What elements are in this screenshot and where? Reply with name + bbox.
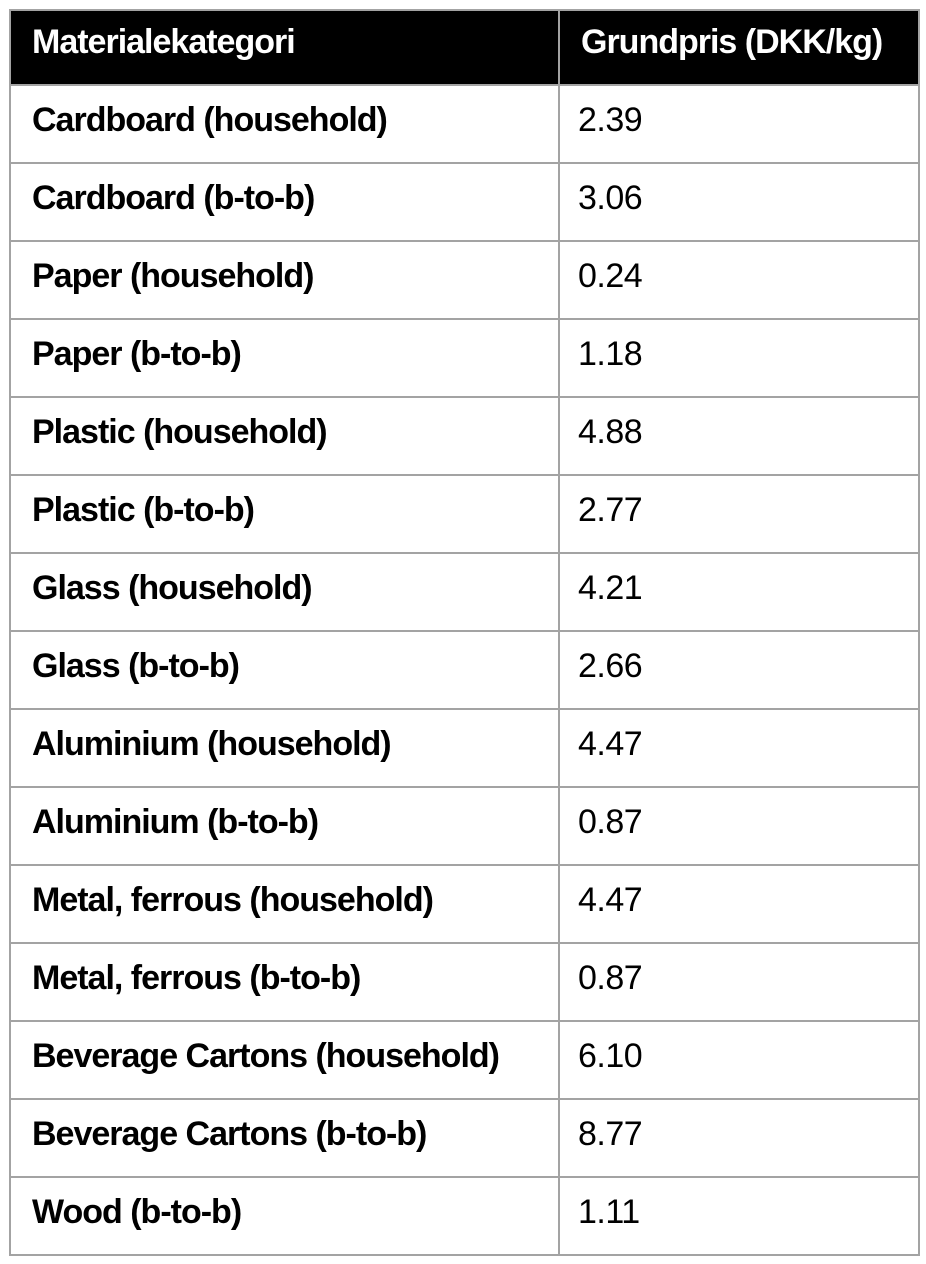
table-row: Paper (b-to-b) 1.18 [9,318,920,398]
base-price-cell: 4.47 [558,708,920,788]
base-price-cell: 0.87 [558,786,920,866]
table-row: Plastic (b-to-b) 2.77 [9,474,920,554]
table-row: Metal, ferrous (b-to-b) 0.87 [9,942,920,1022]
table-header-row: Materialekategori Grundpris (DKK/kg) [9,9,920,86]
base-price-cell: 2.66 [558,630,920,710]
material-category-cell: Aluminium (household) [9,708,560,788]
material-category-cell: Wood (b-to-b) [9,1176,560,1256]
table-row: Glass (b-to-b) 2.66 [9,630,920,710]
base-price-cell: 4.21 [558,552,920,632]
material-category-cell: Metal, ferrous (b-to-b) [9,942,560,1022]
material-category-cell: Plastic (b-to-b) [9,474,560,554]
material-category-cell: Cardboard (b-to-b) [9,162,560,242]
table-row: Glass (household) 4.21 [9,552,920,632]
material-category-cell: Glass (b-to-b) [9,630,560,710]
base-price-cell: 0.87 [558,942,920,1022]
base-price-cell: 4.88 [558,396,920,476]
table-row: Wood (b-to-b) 1.11 [9,1176,920,1256]
base-price-cell: 1.18 [558,318,920,398]
table-row: Plastic (household) 4.88 [9,396,920,476]
material-category-cell: Beverage Cartons (b-to-b) [9,1098,560,1178]
table-row: Beverage Cartons (b-to-b) 8.77 [9,1098,920,1178]
base-price-cell: 2.77 [558,474,920,554]
material-category-cell: Glass (household) [9,552,560,632]
material-category-cell: Plastic (household) [9,396,560,476]
table-row: Cardboard (b-to-b) 3.06 [9,162,920,242]
table-row: Aluminium (b-to-b) 0.87 [9,786,920,866]
price-table: Materialekategori Grundpris (DKK/kg) Car… [9,9,920,1256]
table-row: Beverage Cartons (household) 6.10 [9,1020,920,1100]
base-price-cell: 8.77 [558,1098,920,1178]
table-row: Cardboard (household) 2.39 [9,84,920,164]
base-price-cell: 2.39 [558,84,920,164]
header-cell-material-category: Materialekategori [9,9,560,86]
material-category-cell: Beverage Cartons (household) [9,1020,560,1100]
material-category-cell: Cardboard (household) [9,84,560,164]
table-body: Cardboard (household) 2.39 Cardboard (b-to… [9,84,920,1256]
material-category-cell: Paper (b-to-b) [9,318,560,398]
table-row: Metal, ferrous (household) 4.47 [9,864,920,944]
material-category-cell: Metal, ferrous (household) [9,864,560,944]
table-row: Paper (household) 0.24 [9,240,920,320]
base-price-cell: 6.10 [558,1020,920,1100]
header-cell-base-price: Grundpris (DKK/kg) [558,9,920,86]
material-category-cell: Aluminium (b-to-b) [9,786,560,866]
base-price-cell: 1.11 [558,1176,920,1256]
base-price-cell: 3.06 [558,162,920,242]
base-price-cell: 0.24 [558,240,920,320]
table-row: Aluminium (household) 4.47 [9,708,920,788]
base-price-cell: 4.47 [558,864,920,944]
material-category-cell: Paper (household) [9,240,560,320]
